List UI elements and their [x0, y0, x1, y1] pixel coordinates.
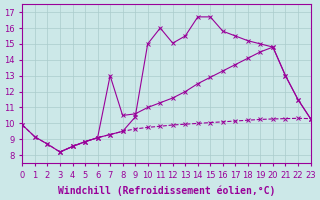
X-axis label: Windchill (Refroidissement éolien,°C): Windchill (Refroidissement éolien,°C) [58, 185, 275, 196]
